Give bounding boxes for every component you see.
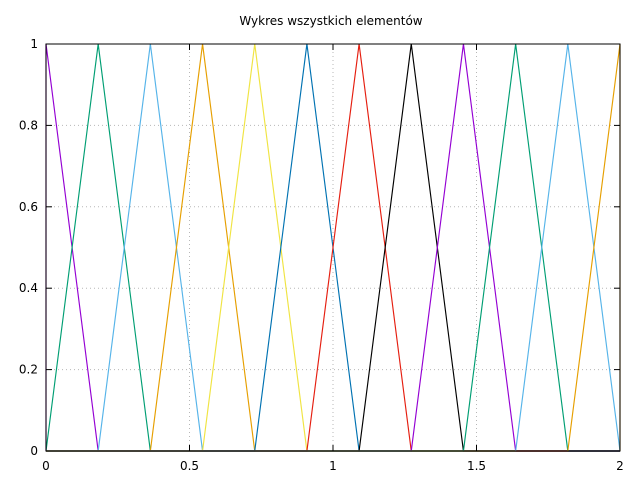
axis-ticks: 0 0.5 1 1.5 2 0 0.2 0.4 0.6 0.8 1 <box>19 37 624 473</box>
y-tick-label: 0.2 <box>19 363 38 377</box>
x-tick-label: 1.5 <box>467 459 486 473</box>
y-tick-label: 0.6 <box>19 200 38 214</box>
y-tick-label: 0 <box>30 444 38 458</box>
y-tick-label: 0.8 <box>19 118 38 132</box>
data-series <box>45 43 621 452</box>
y-tick-label: 1 <box>30 37 38 51</box>
x-tick-label: 2 <box>616 459 624 473</box>
x-tick-label: 0 <box>42 459 50 473</box>
x-tick-label: 1 <box>329 459 337 473</box>
y-tick-label: 0.4 <box>19 281 38 295</box>
chart-title: Wykres wszystkich elementów <box>239 14 422 28</box>
series-line-7 <box>46 43 620 452</box>
x-tick-label: 0.5 <box>180 459 199 473</box>
